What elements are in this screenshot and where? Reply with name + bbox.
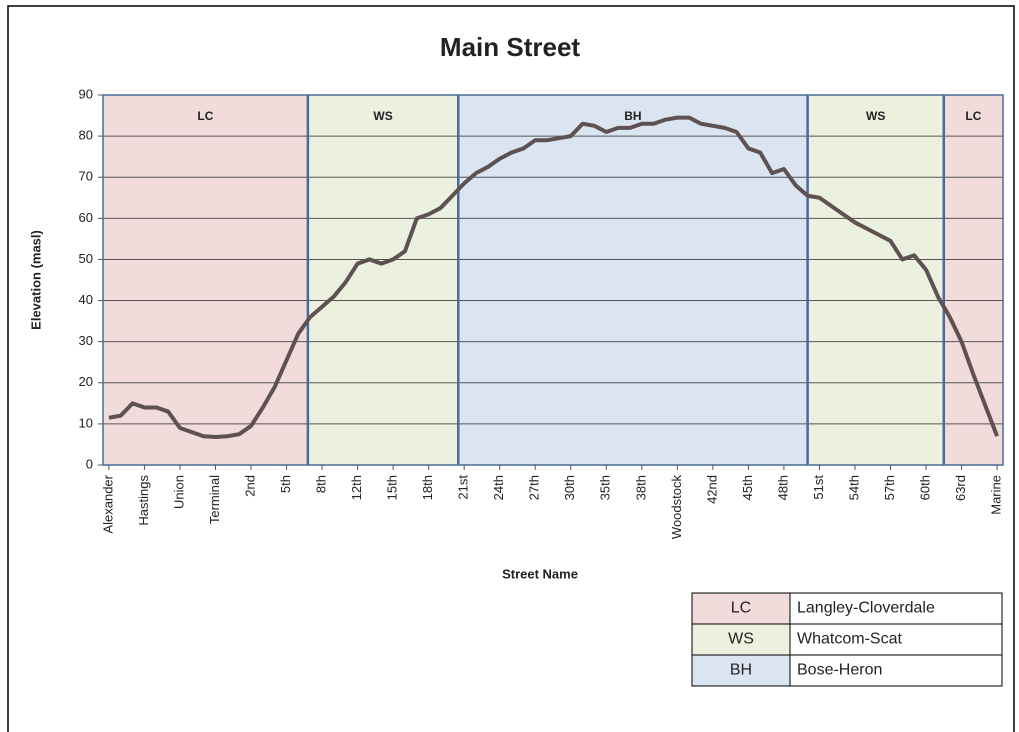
x-tick-label: 54th bbox=[846, 475, 861, 500]
x-tick-label: Terminal bbox=[207, 475, 222, 524]
y-tick-label: 40 bbox=[79, 292, 93, 307]
legend-swatch bbox=[691, 592, 791, 625]
x-tick-label: 8th bbox=[314, 475, 329, 493]
region-label: BH bbox=[624, 109, 641, 123]
x-tick-label: 15th bbox=[385, 475, 400, 500]
x-tick-label: 48th bbox=[775, 475, 790, 500]
x-tick-label: Alexander bbox=[100, 474, 115, 533]
x-tick-label: Marine bbox=[989, 475, 1004, 515]
region-label: LC bbox=[197, 109, 213, 123]
region-label: WS bbox=[866, 109, 885, 123]
x-tick-label: 63rd bbox=[953, 475, 968, 501]
x-tick-label: 51st bbox=[811, 475, 826, 500]
legend-code: LC bbox=[731, 600, 751, 617]
legend-cell bbox=[789, 592, 1003, 625]
legend-swatch bbox=[691, 654, 791, 687]
y-axis-label: Elevation (masl) bbox=[28, 230, 43, 330]
x-tick-label: 35th bbox=[598, 475, 613, 500]
chart-title: Main Street bbox=[440, 32, 580, 62]
x-tick-label: 30th bbox=[562, 475, 577, 500]
x-tick-label: 57th bbox=[882, 475, 897, 500]
y-tick-label: 0 bbox=[86, 456, 93, 471]
x-tick-label: 60th bbox=[917, 475, 932, 500]
legend-name: Langley-Cloverdale bbox=[797, 600, 935, 617]
x-tick-label: 24th bbox=[491, 475, 506, 500]
region bbox=[458, 95, 808, 465]
region-label: LC bbox=[965, 109, 981, 123]
x-tick-label: 5th bbox=[278, 475, 293, 493]
region-label: WS bbox=[373, 109, 392, 123]
legend-code: BH bbox=[730, 662, 752, 679]
x-tick-label: 45th bbox=[740, 475, 755, 500]
x-tick-label: Woodstock bbox=[669, 475, 684, 540]
x-tick-label: Union bbox=[171, 475, 186, 509]
legend-swatch bbox=[691, 623, 791, 656]
y-tick-label: 10 bbox=[79, 415, 93, 430]
y-tick-label: 80 bbox=[79, 128, 93, 143]
x-tick-label: 27th bbox=[527, 475, 542, 500]
y-tick-label: 90 bbox=[79, 86, 93, 101]
y-tick-label: 30 bbox=[79, 333, 93, 348]
x-axis-label: Street Name bbox=[502, 566, 578, 581]
y-tick-label: 50 bbox=[79, 251, 93, 266]
x-tick-label: 42nd bbox=[704, 475, 719, 504]
x-tick-label: 21st bbox=[456, 475, 471, 500]
legend-cell bbox=[789, 623, 1003, 656]
line bbox=[108, 115, 999, 440]
legend-cell bbox=[789, 654, 1003, 687]
legend-code: WS bbox=[728, 631, 754, 648]
x-tick-label: 12th bbox=[349, 475, 364, 500]
region bbox=[807, 95, 944, 465]
legend-name: Bose-Heron bbox=[797, 662, 882, 679]
x-tick-label: 38th bbox=[633, 475, 648, 500]
x-tick-label: 18th bbox=[420, 475, 435, 500]
x-tick-label: 2nd bbox=[242, 475, 257, 497]
y-tick-label: 70 bbox=[79, 169, 93, 184]
x-tick-label: Hastings bbox=[136, 475, 151, 526]
region bbox=[943, 95, 1003, 465]
y-tick-label: 60 bbox=[79, 210, 93, 225]
plot-border bbox=[102, 94, 1004, 466]
region bbox=[103, 95, 308, 465]
region bbox=[307, 95, 459, 465]
y-tick-label: 20 bbox=[79, 374, 93, 389]
legend-name: Whatcom-Scat bbox=[797, 631, 902, 648]
